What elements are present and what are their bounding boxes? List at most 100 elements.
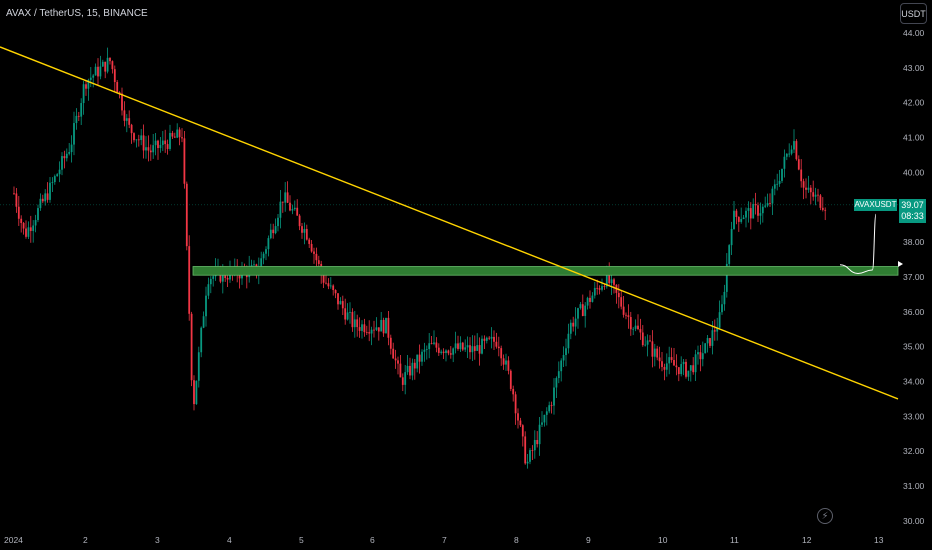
candle-body [752,204,755,219]
candle-body [265,249,267,254]
candle-body [341,301,344,309]
candle-body [605,271,608,287]
price-tick-label: 31.00 [903,481,925,491]
candle-body [85,84,87,89]
time-tick-label: 13 [874,535,884,545]
candle-body [421,351,423,362]
symbol-title: AVAX / TetherUS, 15, BINANCE [6,8,148,19]
candle-body [332,285,335,291]
candle-body [58,169,61,175]
candle-body [238,275,241,279]
candle-body [509,370,512,389]
candle-body [517,413,519,421]
candle-body [392,348,395,359]
candle-body [824,209,827,211]
currency-button[interactable]: USDT [900,3,927,24]
candle-body [207,284,210,296]
candle-body [349,311,351,313]
candle-body [39,198,42,209]
price-tick-label: 41.00 [903,133,925,143]
candle-body [313,251,315,254]
candle-body [505,360,507,365]
candle-body [507,360,510,371]
candle-body [281,201,284,203]
candle-body [70,144,73,153]
candle-body [536,439,539,445]
candle-body [344,308,347,320]
candle-body [409,365,411,376]
candle-body [406,365,409,373]
trendline[interactable] [0,46,899,400]
candle-body [418,354,421,362]
candle-body [430,343,433,345]
candle-body [394,358,397,361]
candle-body [277,217,279,227]
candle-body [358,327,361,331]
candle-body [433,342,435,344]
candle-body [154,140,157,146]
candle-body [754,204,757,206]
candle-body [663,366,666,370]
candle-body [469,345,471,353]
candle-body [639,329,642,333]
candle-body [641,332,644,346]
lightning-bolt-icon[interactable]: ⚡ [817,508,833,524]
candle-body [589,297,591,302]
candle-body [586,297,589,306]
candle-body [260,258,263,270]
candle-body [346,312,349,320]
candle-body [706,338,709,344]
symbol-price-label: AVAXUSDT [854,199,897,211]
support-zone[interactable] [192,266,899,276]
candle-body [284,192,287,203]
candle-body [617,292,620,298]
price-tick-label: 42.00 [903,98,925,108]
candle-body [565,348,567,356]
candle-body [524,436,527,464]
candle-body [471,346,474,353]
projection-path[interactable] [839,213,877,274]
candle-body [673,359,675,366]
candle-body [644,344,647,346]
candle-body [13,193,15,195]
candle-body [25,228,27,237]
candle-body [183,138,186,184]
candle-body [37,208,39,221]
candle-body [783,156,786,169]
candle-body [497,346,500,349]
candle-body [483,338,486,341]
candle-body [716,327,719,332]
candle-body [267,238,270,250]
candle-body [773,184,776,189]
candle-body [416,354,419,369]
candle-body [368,332,371,334]
candle-body [677,367,680,375]
price-tick-label: 44.00 [903,28,925,38]
candle-body [658,357,661,362]
price-tick-label: 34.00 [903,377,925,387]
candle-body [781,168,783,181]
time-axis[interactable]: 2024 2 3 4 5 6 7 8 9 10 11 12 13 [4,535,884,545]
candle-body [365,332,368,333]
candle-body [337,293,339,305]
candle-body [613,279,615,285]
candle-body [692,365,695,373]
price-axis[interactable]: 44.0043.0042.0041.0040.0039.0038.0037.00… [903,28,925,526]
candle-body [137,139,140,141]
candle-body [315,253,318,261]
candle-body [581,304,584,316]
candle-body [322,274,325,283]
candle-body [485,337,488,341]
candle-body [303,228,306,233]
candle-body [442,351,445,353]
candle-body [531,450,534,451]
candle-body [579,304,582,309]
candle-body [308,239,311,244]
candle-body [145,147,147,151]
candle-body [121,93,123,111]
candle-body [128,118,131,125]
time-tick-label: 9 [586,535,591,545]
candle-body [226,277,229,280]
candle-body [113,69,116,83]
